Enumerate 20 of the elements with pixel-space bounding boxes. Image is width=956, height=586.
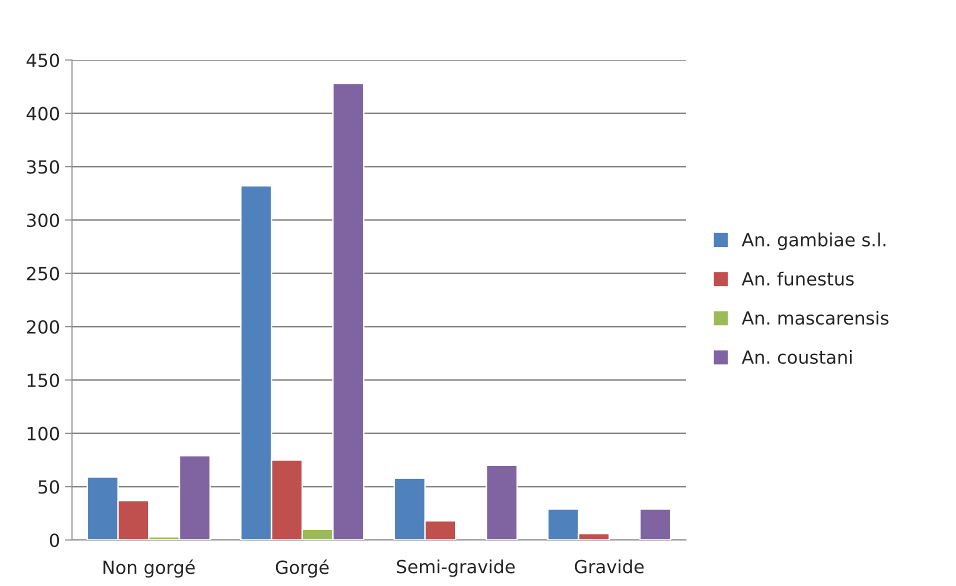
y-tick-label: 50 <box>38 480 59 494</box>
y-tick-label: 350 <box>27 160 59 174</box>
y-tick-label: 250 <box>27 266 59 280</box>
y-tick-label: 100 <box>28 426 59 440</box>
y-tick-label: 450 <box>26 53 59 68</box>
legend-label: An. mascarensis <box>742 310 888 325</box>
x-tick-label: Non gorgé <box>104 559 195 578</box>
y-tick-label: 400 <box>26 106 59 120</box>
y-tick-label: 200 <box>27 320 59 334</box>
y-tick-label: 150 <box>28 373 59 388</box>
legend-label: An. gambiae s.l. <box>742 232 886 250</box>
x-tick-label: Gravide <box>574 559 644 574</box>
bar <box>486 464 518 540</box>
x-tick-label: Gorgé <box>276 559 329 578</box>
legend-label: An. funestus <box>742 272 854 286</box>
y-tick-label: 300 <box>27 213 59 228</box>
y-tick-label: 0 <box>50 533 59 548</box>
legend-label: An. coustani <box>742 350 852 364</box>
bar <box>639 508 672 540</box>
x-tick-label: Semi-gravide <box>396 559 515 577</box>
